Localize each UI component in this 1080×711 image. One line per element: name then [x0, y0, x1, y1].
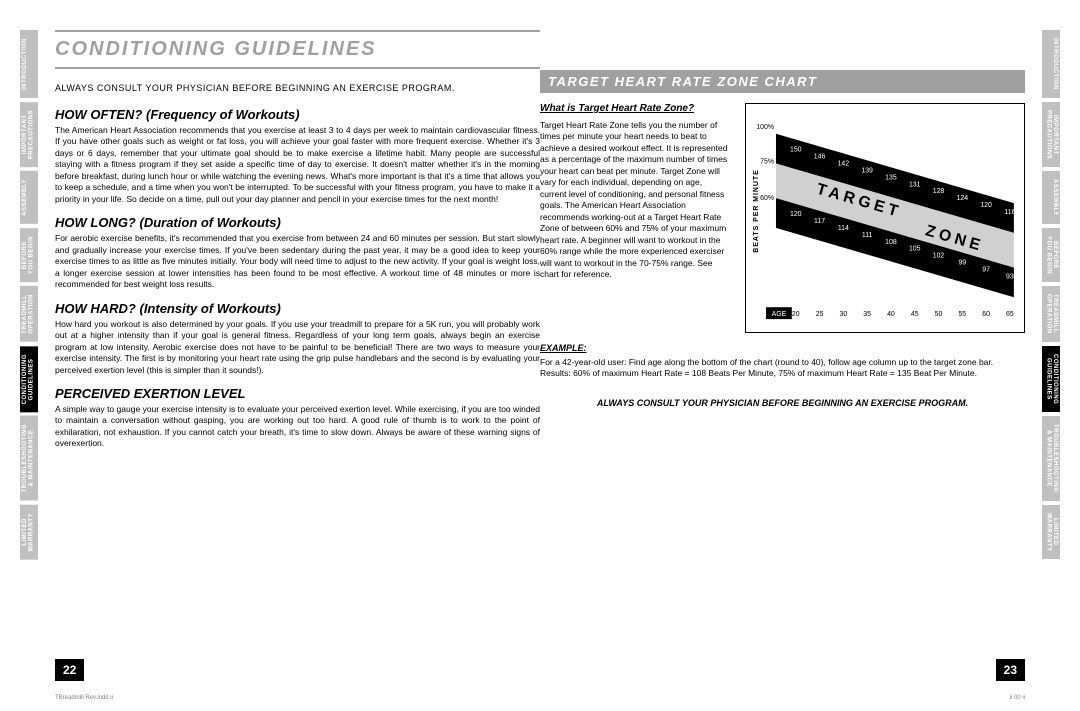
tab-introduction: INTRODUCTION — [20, 30, 38, 98]
heading-how-often: HOW OFTEN? (Frequency of Workouts) — [55, 107, 540, 122]
chart-val-100: 135 — [885, 174, 897, 181]
section-title: TARGET HEART RATE ZONE CHART — [548, 74, 1017, 89]
body-how-hard: How hard you workout is also determined … — [55, 319, 540, 376]
page-title: CONDITIONING GUIDELINES — [55, 38, 540, 61]
x-axis-label: AGE — [772, 311, 787, 318]
tab-warranty: LIMITED WARRANTY — [20, 505, 38, 560]
chart-age: 20 — [792, 311, 800, 318]
chart-val-60: 117 — [814, 218, 825, 225]
tab-before-begin-r: BEFORE YOU BEGIN — [1042, 228, 1060, 282]
sub-heading-target: What is Target Heart Rate Zone? — [540, 103, 730, 114]
tab-troubleshooting: TROUBLESHOOTING & MAINTENANCE — [20, 416, 38, 501]
chart-age: 55 — [958, 311, 966, 318]
chart-val-60: 120 — [790, 211, 802, 218]
left-page: CONDITIONING GUIDELINES ALWAYS CONSULT Y… — [55, 30, 540, 681]
chart-age: 25 — [816, 311, 824, 318]
tab-troubleshooting-r: TROUBLESHOOTING & MAINTENANCE — [1042, 416, 1060, 501]
chart-val-60: 93 — [1006, 273, 1014, 280]
chart-age: 30 — [840, 311, 848, 318]
chart-val-60: 99 — [958, 260, 966, 267]
tab-precautions: IMPORTANT PRECAUTIONS — [20, 102, 38, 167]
chart-val-100: 120 — [980, 202, 992, 209]
page-number-left: 22 — [55, 659, 84, 681]
footer-left: TBreadmill Rev.indd ii — [55, 695, 113, 701]
tab-assembly-r: ASSEMBLY — [1042, 171, 1060, 224]
chart-val-100: 146 — [814, 154, 826, 161]
title-bar: CONDITIONING GUIDELINES — [55, 30, 540, 69]
left-tab-column: INTRODUCTION IMPORTANT PRECAUTIONS ASSEM… — [20, 30, 38, 559]
chart-val-100: 150 — [790, 147, 802, 154]
footer-right: ii 00 ii — [1010, 695, 1025, 701]
physician-warning: ALWAYS CONSULT YOUR PHYSICIAN BEFORE BEG… — [55, 83, 540, 93]
tab-warranty-r: LIMITED WARRANTY — [1042, 505, 1060, 560]
pct-75: 75% — [760, 158, 774, 165]
body-how-often: The American Heart Association recommend… — [55, 125, 540, 205]
body-how-long: For aerobic exercise benefits, it's reco… — [55, 233, 540, 290]
chart-val-60: 114 — [838, 225, 849, 232]
chart-val-100: 124 — [957, 195, 969, 202]
example-body: For a 42-year-old user: Find age along t… — [540, 357, 1025, 380]
right-page: TARGET HEART RATE ZONE CHART What is Tar… — [540, 30, 1025, 681]
chart-age: 50 — [935, 311, 943, 318]
page-number-right: 23 — [996, 659, 1025, 681]
chart-val-100: 139 — [861, 167, 873, 174]
section-title-bar: TARGET HEART RATE ZONE CHART — [540, 70, 1025, 93]
tab-before-begin: BEFORE YOU BEGIN — [20, 228, 38, 282]
tab-treadmill-op: TREADMILL OPERATION — [20, 286, 38, 342]
right-tab-column: INTRODUCTION IMPORTANT PRECAUTIONS ASSEM… — [1042, 30, 1060, 559]
pct-100: 100% — [756, 124, 774, 131]
chart-val-60: 111 — [862, 232, 873, 239]
y-axis-label: BEATS PER MINUTE — [753, 169, 760, 252]
chart-svg: BEATS PER MINUTE 100% 75% 60% — [746, 104, 1024, 332]
chart-val-100: 128 — [933, 188, 945, 195]
body-perceived: A simple way to gauge your exercise inte… — [55, 404, 540, 450]
tab-introduction-r: INTRODUCTION — [1042, 30, 1060, 98]
tab-assembly: ASSEMBLY — [20, 171, 38, 224]
chart-val-60: 97 — [982, 267, 990, 274]
chart-age: 65 — [1006, 311, 1014, 318]
chart-age: 60 — [982, 311, 990, 318]
chart-val-60: 108 — [885, 239, 897, 246]
chart-val-100: 116 — [1004, 209, 1015, 216]
example-label: EXAMPLE: — [540, 343, 1025, 353]
tab-conditioning: CONDITIONING GUIDELINES — [20, 346, 38, 412]
tab-precautions-r: IMPORTANT PRECAUTIONS — [1042, 102, 1060, 167]
chart-age: 35 — [863, 311, 871, 318]
chart-val-60: 105 — [909, 246, 921, 253]
chart-age-row: 20 25 30 35 40 45 50 55 60 65 — [792, 311, 1014, 318]
heading-how-long: HOW LONG? (Duration of Workouts) — [55, 215, 540, 230]
chart-val-60: 102 — [933, 253, 945, 260]
final-warning: ALWAYS CONSULT YOUR PHYSICIAN BEFORE BEG… — [540, 398, 1025, 408]
chart-age: 40 — [887, 311, 895, 318]
chart-val-100: 142 — [838, 160, 850, 167]
chart-age: 45 — [911, 311, 919, 318]
pct-60: 60% — [760, 195, 774, 202]
heading-perceived: PERCEIVED EXERTION LEVEL — [55, 386, 540, 401]
tab-conditioning-r: CONDITIONING GUIDELINES — [1042, 346, 1060, 412]
heading-how-hard: HOW HARD? (Intensity of Workouts) — [55, 301, 540, 316]
chart-val-100: 131 — [909, 181, 921, 188]
heart-rate-chart: BEATS PER MINUTE 100% 75% 60% — [745, 103, 1025, 333]
tab-treadmill-op-r: TREADMILL OPERATION — [1042, 286, 1060, 342]
body-target-zone: Target Heart Rate Zone tells you the num… — [540, 120, 730, 281]
